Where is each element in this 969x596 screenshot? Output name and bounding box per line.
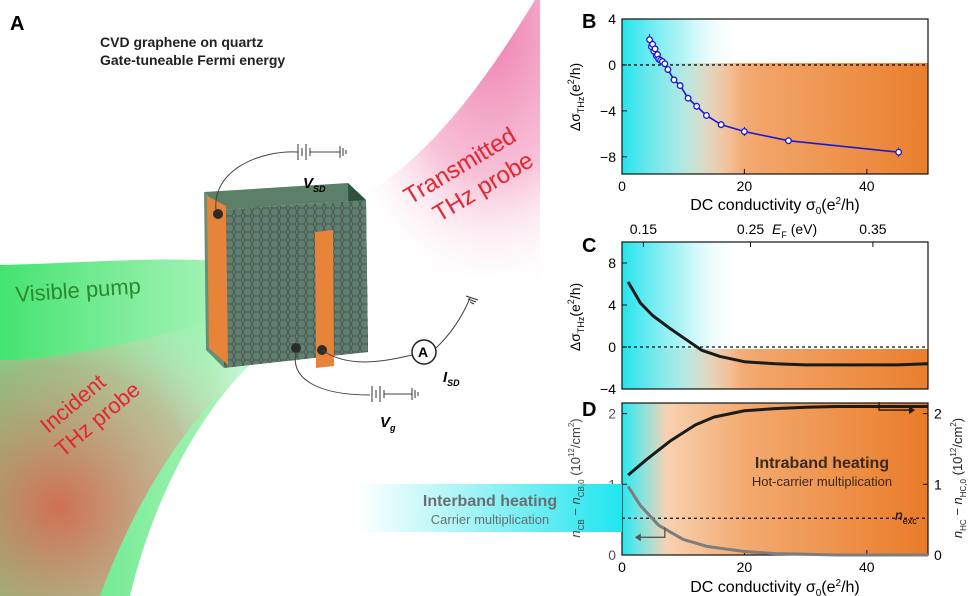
panel-d-chart: D 00112202040 Intraband heating Hot-carr… <box>358 399 968 596</box>
intraband-heating-sub: Hot-carrier multiplication <box>752 474 892 489</box>
panel-b-data-point <box>895 148 903 156</box>
intraband-heating-title: Intraband heating <box>755 455 889 472</box>
interband-label-box <box>358 484 622 532</box>
panel-b-data-point <box>684 94 692 102</box>
panel-d-hot-carrier-line <box>627 405 928 477</box>
panel-d-left-ytick-label: 0 <box>608 547 616 563</box>
panel-d-bg-orange <box>622 403 928 555</box>
right-contact <box>315 230 334 368</box>
ammeter-symbol <box>411 339 437 365</box>
panel-c-ytick-label: −4 <box>600 381 616 397</box>
panel-b-data-point <box>664 66 672 73</box>
panel-b-xtick-label: 20 <box>737 178 753 194</box>
panel-b-xlabel: DC conductivity σ0(e2/h) <box>690 196 860 217</box>
incident-beam <box>0 300 295 596</box>
device-block <box>204 183 368 368</box>
panel-d-right-axis-arrow <box>878 402 910 411</box>
vsd-label: VSD <box>303 175 326 194</box>
panel-b-ytick-label: −8 <box>600 149 616 165</box>
panel-d-left-axis-arrow <box>640 527 666 538</box>
panel-d-xtick-label: 20 <box>737 559 753 575</box>
panel-d-xtick-label: 40 <box>859 559 875 575</box>
panel-d-right-axis-arrowhead <box>909 406 916 415</box>
panel-c-bg-cyan <box>622 242 742 389</box>
panel-c-top-tick-label: 0.35 <box>859 221 886 237</box>
panel-c-top-tick-label: 0.15 <box>630 221 657 237</box>
panel-b-label: B <box>582 11 596 33</box>
panel-b-chart: B 40−4−80 20 40 DC conductivity σ0(e2/h) Δ… <box>566 11 929 217</box>
transmitted-beam <box>345 0 540 300</box>
panel-b-data-point <box>670 76 678 84</box>
left-contact <box>207 196 228 365</box>
panel-d-left-ylabel: nCB − nCB,0 (1012/cm2) <box>567 418 586 537</box>
panel-b-data-point <box>661 60 669 68</box>
panel-c-series-line <box>626 281 929 367</box>
schematic-title-line2: Gate-tuneable Fermi energy <box>100 52 285 68</box>
panel-b-data-point <box>785 137 792 145</box>
panel-b-bg-cyan <box>622 19 742 174</box>
panel-a-label: A <box>10 13 24 35</box>
panel-d-left-ytick-label: 2 <box>608 406 616 422</box>
panel-d-label: D <box>582 399 596 421</box>
panel-a-schematic: A CVD graphene on quartz Gate-tuneable F… <box>0 0 540 596</box>
panel-b-data-point <box>717 121 725 129</box>
panel-d-right-ytick-label: 1 <box>934 476 942 492</box>
panel-c-chart: C 8 4 0 −4 0.15 0.25 0.35 EF (eV) ΔσTHz(e2/h) <box>566 221 929 397</box>
panel-c-ytick-label: 0 <box>608 339 616 355</box>
panel-c-ytick-label: 4 <box>608 297 616 313</box>
panel-b-ytick-label: −4 <box>600 103 616 119</box>
panel-b-ytick-label: 0 <box>608 57 616 73</box>
panel-b-xtick-label: 40 <box>859 178 875 194</box>
panel-b-data-point <box>676 82 684 90</box>
isd-label: ISD <box>443 369 460 388</box>
schematic-title-line1: CVD graphene on quartz <box>100 34 263 50</box>
panel-b-data-point <box>693 102 701 110</box>
panel-c-top-tick-label: 0.25 <box>737 221 764 237</box>
panel-d-right-ylabel: nHC − nHC,0 (1012/cm2) <box>949 418 968 538</box>
panel-b-ylabel: ΔσTHz(e2/h) <box>566 63 586 131</box>
panel-d-left-axis-arrowhead <box>634 533 641 542</box>
ammeter-label: A <box>418 344 428 360</box>
panel-c-top-axis-label: EF (eV) <box>772 221 817 240</box>
panel-d-right-ytick-label: 0 <box>934 547 942 563</box>
panel-b-data-point <box>703 111 710 119</box>
panel-d-right-ytick-label: 2 <box>934 406 942 422</box>
panel-c-ylabel: ΔσTHz(e2/h) <box>566 283 586 351</box>
panel-d-bg-cyan <box>622 403 667 555</box>
vg-label: Vg <box>380 414 396 433</box>
panel-d-xtick-label: 0 <box>618 559 626 575</box>
panel-b-xtick-label: 0 <box>618 178 626 194</box>
panel-c-label: C <box>582 235 596 257</box>
n-exc-label: nexc <box>895 507 917 526</box>
panel-d-xlabel: DC conductivity σ0(e2/h) <box>690 578 860 596</box>
interband-heating-sub: Carrier multiplication <box>431 512 549 527</box>
panel-b-ytick-label: 4 <box>608 11 616 27</box>
interband-heating-title: Interband heating <box>423 493 557 510</box>
panel-b-data-point <box>651 45 659 53</box>
panel-d-conduction-band-line <box>626 485 928 557</box>
panel-b-data-point <box>740 128 748 135</box>
panel-c-ytick-label: 8 <box>608 255 616 271</box>
